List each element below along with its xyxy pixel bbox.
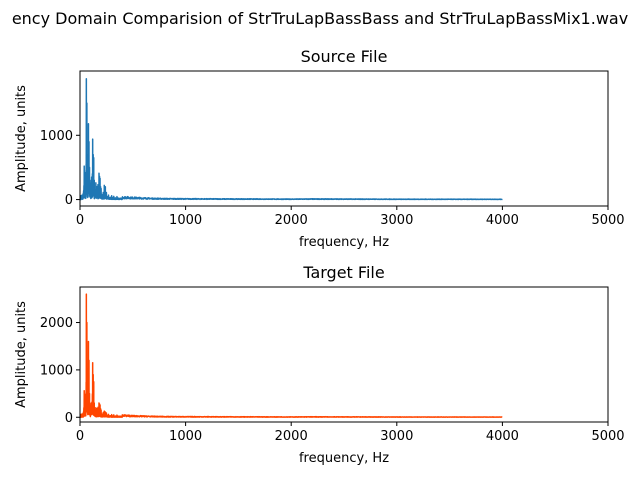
series-line bbox=[80, 77, 503, 201]
x-tick-label: 0 bbox=[76, 429, 84, 444]
figure-title: ency Domain Comparision of StrTruLapBass… bbox=[12, 9, 628, 28]
x-tick-label: 1000 bbox=[169, 213, 202, 228]
subplot-title: Target File bbox=[302, 263, 384, 282]
x-tick-label: 4000 bbox=[486, 429, 519, 444]
y-tick-label: 2000 bbox=[40, 316, 73, 331]
axes-frame bbox=[79, 70, 609, 207]
x-tick-label: 2000 bbox=[275, 213, 308, 228]
x-tick-label: 3000 bbox=[380, 213, 413, 228]
subplot-source: Source File 0 1000 2000 3000 4000 5000 0 1000 fre… bbox=[14, 47, 625, 250]
subplot-target: Target File 0 1000 2000 3000 4000 5000 0 1000 200… bbox=[14, 263, 625, 466]
y-tick-label: 0 bbox=[65, 411, 73, 426]
y-tick-label: 1000 bbox=[40, 129, 73, 144]
x-tick-label: 3000 bbox=[380, 429, 413, 444]
x-axis-label: frequency, Hz bbox=[299, 451, 389, 466]
y-axis-label: Amplitude, units bbox=[14, 301, 29, 408]
x-axis-label: frequency, Hz bbox=[299, 235, 389, 250]
x-tick-label: 1000 bbox=[169, 429, 202, 444]
axes-frame bbox=[79, 286, 609, 423]
y-tick-label: 0 bbox=[65, 193, 73, 208]
x-tick-label: 2000 bbox=[275, 429, 308, 444]
x-tick-label: 4000 bbox=[486, 213, 519, 228]
x-tick-label: 5000 bbox=[591, 213, 624, 228]
y-axis-label: Amplitude, units bbox=[14, 85, 29, 192]
x-tick-label: 5000 bbox=[591, 429, 624, 444]
subplot-title: Source File bbox=[301, 47, 388, 66]
series-line bbox=[80, 293, 503, 418]
y-tick-label: 1000 bbox=[40, 363, 73, 378]
x-tick-label: 0 bbox=[76, 213, 84, 228]
